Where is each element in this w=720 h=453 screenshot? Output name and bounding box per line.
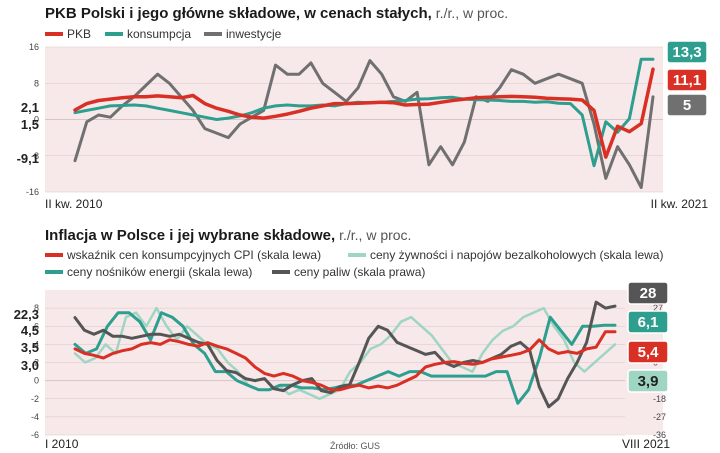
y-tick-label-right: -27 (653, 412, 666, 422)
series-line-ceny-paliw (73, 300, 617, 409)
y-tick-label: -6 (31, 430, 39, 440)
start-value-label: 4,5 (21, 323, 39, 338)
end-value-badge (666, 93, 708, 117)
y-tick-label: 8 (34, 78, 39, 88)
chart1-x-end-label: II kw. 2021 (651, 197, 709, 211)
legend-label-energy: ceny nośników energii (skala lewa) (67, 265, 252, 279)
end-value-badge-text: 5 (683, 97, 691, 114)
y-tick-label: 6 (34, 321, 39, 331)
chart1-subtitle: r./r., w proc. (436, 5, 508, 21)
chart2-start-labels: 22,34,5 3,5 3,0 (14, 307, 39, 373)
chart2-end-badges: 28 6,1 5,4 3,9 (627, 281, 669, 393)
legend-label-cpi: wskaźnik cen konsumpcyjnych CPI (skala l… (66, 248, 321, 262)
start-value-label: 1,5 (21, 117, 39, 132)
y-tick-label: -16 (26, 187, 39, 197)
chart1-grid (45, 46, 663, 193)
end-value-badge (666, 40, 708, 64)
legend-label-konsumpcja: konsumpcja (127, 27, 191, 41)
legend-label-fuel: ceny paliw (skala prawa) (294, 265, 425, 279)
legend-label-inwestycje: inwestycje (226, 27, 282, 41)
end-value-badge (627, 369, 669, 393)
start-value-label: -9,1 (17, 151, 39, 166)
y-tick-label: 16 (29, 42, 39, 52)
end-value-badge-text: 28 (640, 285, 657, 302)
start-value-label: 3,0 (21, 358, 39, 373)
legend-label-food: ceny żywności i napojów bezalkoholowych … (370, 248, 663, 262)
series-line-pkb (73, 67, 655, 159)
y-tick-label: 8 (34, 303, 39, 313)
start-value-label: 22,3 (14, 307, 39, 322)
chart1-series (73, 57, 655, 189)
chart2-y-ticks-left: 8 6 4 2 0 -2 -4 -6 (31, 303, 39, 440)
y-tick-label-right: -18 (653, 394, 666, 404)
series-line-inwestycje (73, 59, 655, 189)
y-tick-label-right: -36 (653, 430, 666, 440)
chart2-legend: wskaźnik cen konsumpcyjnych CPI (skala l… (45, 248, 663, 279)
start-value-label: 3,5 (21, 340, 39, 355)
end-value-badge (627, 281, 669, 305)
chart2-x-start-label: I 2010 (45, 437, 79, 451)
end-value-badge (627, 340, 669, 364)
chart2-x-end-label: VIII 2021 (622, 437, 670, 451)
end-value-badge-text: 6,1 (638, 314, 659, 331)
end-value-badge (627, 310, 669, 334)
chart2-grid (45, 307, 625, 436)
y-tick-label: 0 (34, 115, 39, 125)
start-value-label: 2,1 (21, 100, 39, 115)
y-tick-label: -2 (31, 394, 39, 404)
y-tick-label-right: 27 (653, 303, 663, 313)
series-line-ceny-ywno-ci-i-napoj-w-bezalkoholowych (73, 306, 617, 401)
y-tick-label: 0 (34, 376, 39, 386)
series-line-wska-nik-cen-konsumpcyjnych-cpi (73, 330, 617, 392)
chart1-start-labels: 2,1 1,5 -9,1 (17, 100, 39, 166)
legend-label-pkb: PKB (67, 27, 91, 41)
chart2-source: Źródło: GUS (330, 441, 380, 451)
chart1-x-start-label: II kw. 2010 (45, 197, 103, 211)
end-value-badge-text: 11,1 (673, 72, 701, 89)
end-value-badge-text: 13,3 (672, 44, 701, 61)
end-value-badge (666, 68, 708, 92)
chart2-series (73, 300, 617, 409)
y-tick-label: 2 (34, 358, 39, 368)
y-tick-label: -4 (31, 412, 39, 422)
chart1-end-badges: 13,3 11,1 5 (666, 40, 708, 117)
y-tick-label: -8 (31, 151, 39, 161)
chart2-title: Inflacja w Polsce i jej wybrane składowe… (45, 227, 335, 244)
chart2-subtitle: r./r., w proc. (339, 227, 411, 243)
end-value-badge-text: 5,4 (638, 344, 660, 361)
chart1-title: PKB Polski i jego główne składowe, w cen… (45, 5, 432, 22)
chart1-legend: PKB konsumpcja inwestycje (45, 27, 282, 41)
chart1-y-ticks: 16 8 0 -8 -16 (26, 42, 39, 197)
y-tick-label: 4 (34, 339, 39, 349)
end-value-badge-text: 3,9 (638, 373, 659, 390)
